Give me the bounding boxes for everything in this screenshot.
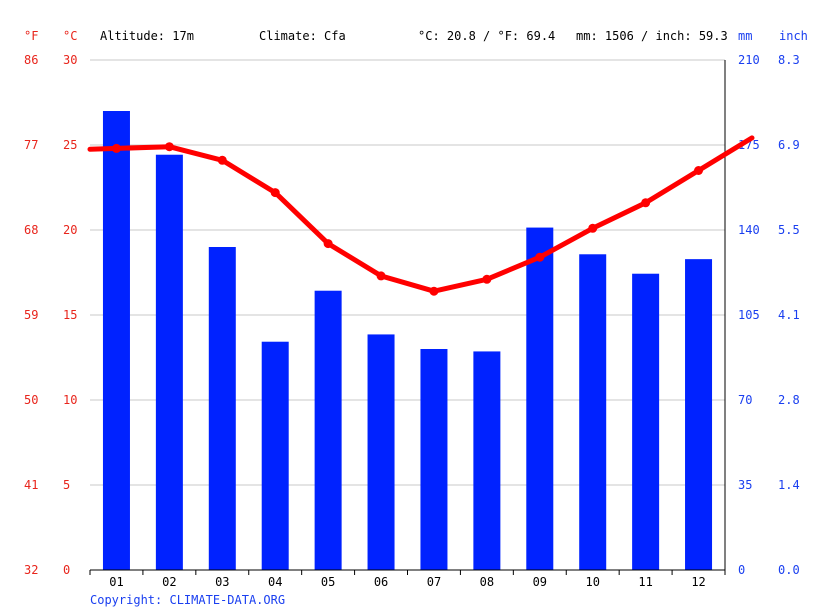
temperature-point (482, 274, 492, 284)
temperature-point (270, 188, 280, 198)
f-tick-label: 59 (24, 308, 38, 322)
mm-tick-label: 210 (738, 53, 760, 67)
c-tick-label: 30 (63, 53, 77, 67)
month-label: 11 (638, 575, 652, 589)
month-label: 01 (109, 575, 123, 589)
inch-tick-label: 6.9 (778, 138, 800, 152)
month-label: 10 (585, 575, 599, 589)
inch-tick-label: 0.0 (778, 563, 800, 577)
c-tick-label: 15 (63, 308, 77, 322)
mm-tick-label: 35 (738, 478, 752, 492)
precip-bar (420, 349, 448, 570)
precip-bar (526, 227, 554, 571)
month-label: 02 (162, 575, 176, 589)
precip-bar (632, 273, 660, 570)
temperature-series-line (87, 135, 755, 294)
gridlines (90, 59, 725, 486)
temperature-point (694, 166, 704, 175)
inch-tick-label: 5.5 (778, 223, 800, 237)
month-label: 04 (268, 575, 282, 589)
copyright-link[interactable]: Copyright: CLIMATE-DATA.ORG (90, 593, 285, 607)
inch-tick-label: 4.1 (778, 308, 800, 322)
c-tick-label: 20 (63, 223, 77, 237)
precip-bar (261, 341, 289, 570)
precip-bar (685, 259, 713, 570)
axes: 32 0 0 0.0 41 5 35 1.4 50 10 70 2.8 59 15 105 4.1 68 20 14… (24, 53, 800, 589)
temperature-point (111, 143, 121, 153)
c-tick-label: 25 (63, 138, 77, 152)
month-label: 12 (691, 575, 705, 589)
temperature-point (588, 223, 598, 233)
temperature-point (641, 198, 651, 208)
precipitation-bars (102, 111, 713, 571)
temperature-point (376, 271, 386, 281)
f-tick-label: 68 (24, 223, 38, 237)
temperature-point (164, 142, 174, 152)
month-label: 06 (374, 575, 388, 589)
precip-bar (367, 334, 395, 570)
month-label: 05 (321, 575, 335, 589)
inch-unit-label: inch (779, 29, 808, 43)
climate-label: Climate: Cfa (259, 29, 346, 43)
precip-bar (208, 247, 236, 570)
mm-tick-label: 105 (738, 308, 760, 322)
c-unit-label: °C (63, 29, 77, 43)
c-tick-label: 0 (63, 563, 70, 577)
f-tick-label: 41 (24, 478, 38, 492)
mm-unit-label: mm (738, 29, 752, 43)
f-unit-label: °F (24, 29, 38, 43)
f-tick-label: 32 (24, 563, 38, 577)
temp-average-label: °C: 20.8 / °F: 69.4 (418, 29, 555, 43)
f-tick-label: 50 (24, 393, 38, 407)
precip-bar (314, 290, 342, 570)
month-label: 09 (533, 575, 547, 589)
altitude-label: Altitude: 17m (100, 29, 194, 43)
precip-bar (102, 111, 130, 570)
temperature-line (87, 135, 755, 296)
mm-tick-label: 0 (738, 563, 745, 577)
f-tick-label: 77 (24, 138, 38, 152)
temperature-point (217, 155, 227, 165)
month-label: 08 (480, 575, 494, 589)
c-tick-label: 10 (63, 393, 77, 407)
inch-tick-label: 8.3 (778, 53, 800, 67)
precip-bar (579, 254, 607, 571)
temperature-point (323, 239, 333, 249)
month-label: 03 (215, 575, 229, 589)
mm-tick-label: 70 (738, 393, 752, 407)
precip-bar (155, 154, 183, 570)
temperature-point (535, 252, 545, 262)
temperature-point (429, 286, 439, 296)
precip-bar (473, 351, 501, 570)
precip-total-label: mm: 1506 / inch: 59.3 (576, 29, 728, 43)
c-tick-label: 5 (63, 478, 70, 492)
inch-tick-label: 1.4 (778, 478, 800, 492)
inch-tick-label: 2.8 (778, 393, 800, 407)
f-tick-label: 86 (24, 53, 38, 67)
mm-tick-label: 140 (738, 223, 760, 237)
month-label: 07 (427, 575, 441, 589)
